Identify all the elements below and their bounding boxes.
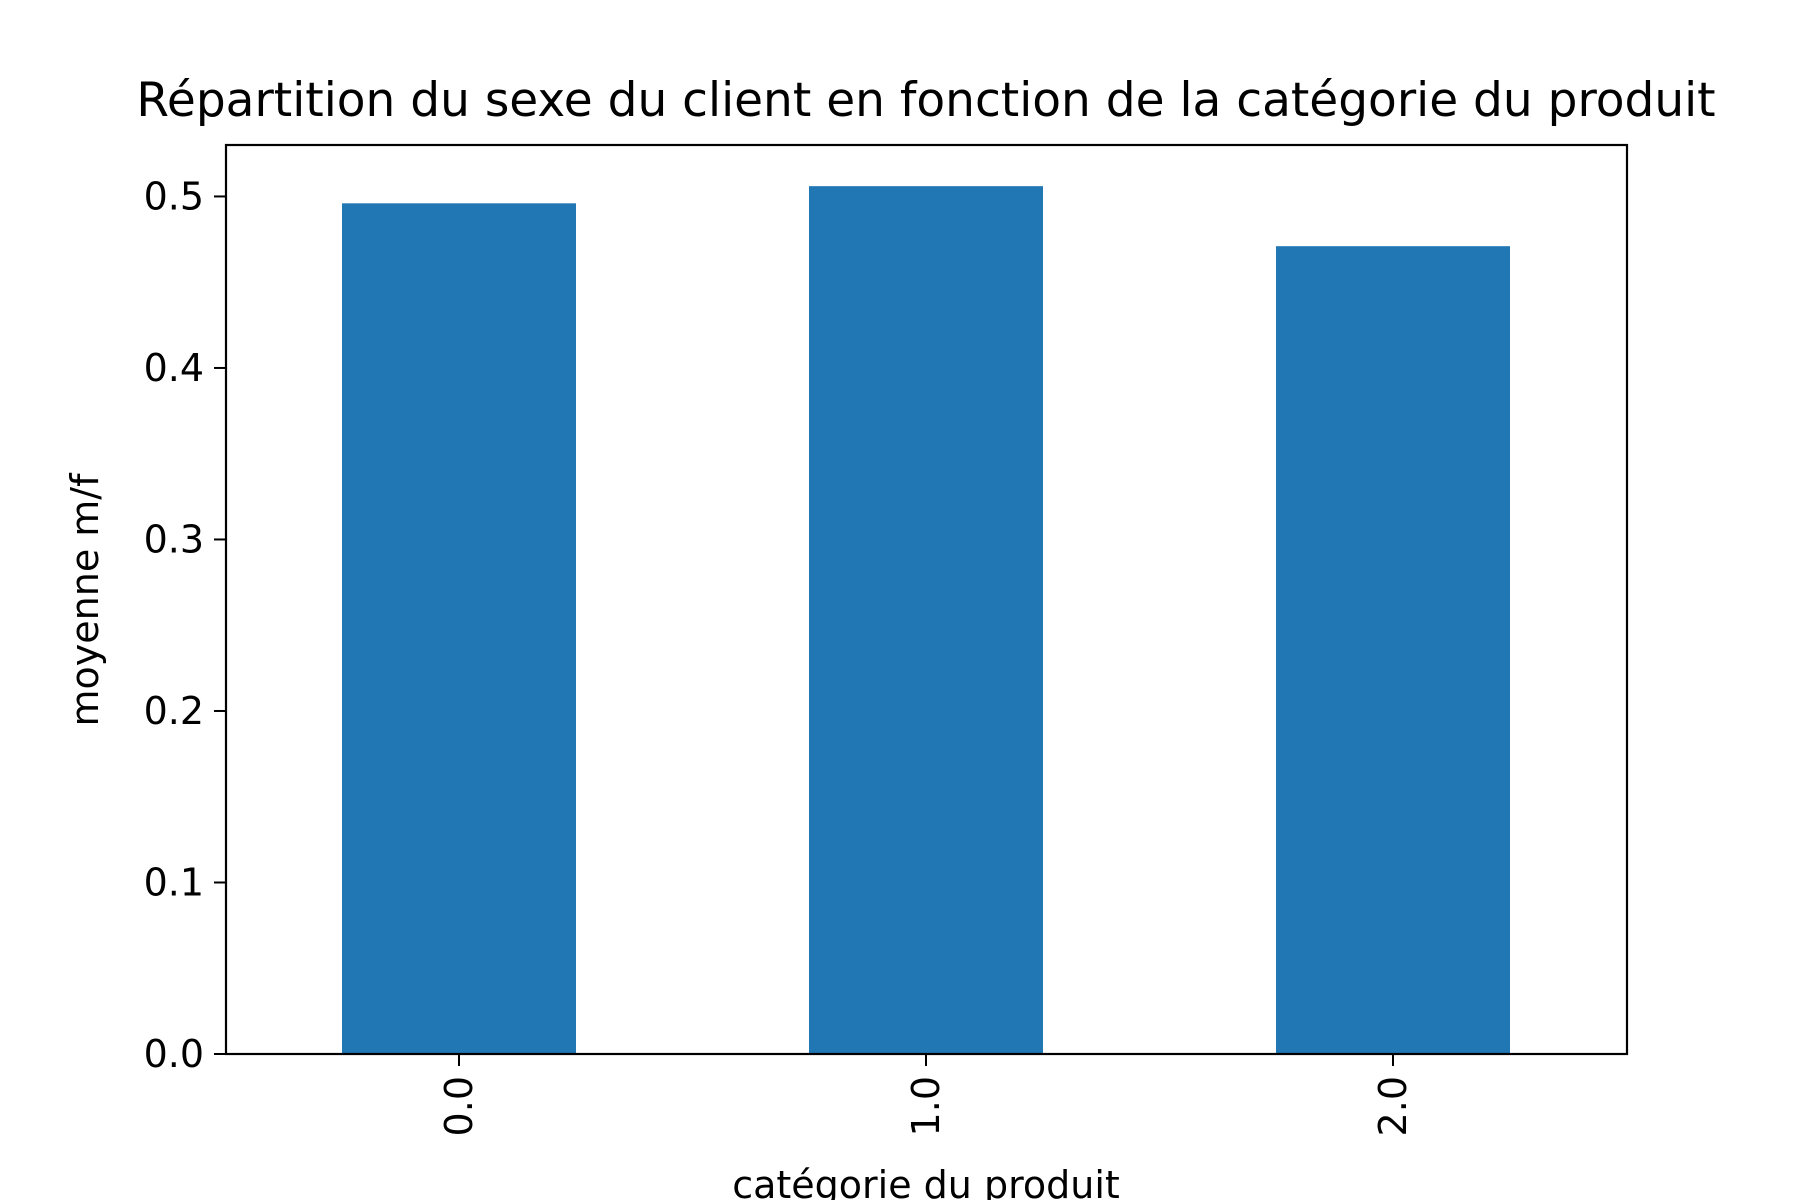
bar [1276, 246, 1510, 1055]
x-tick-label: 0.0 [437, 1076, 481, 1136]
y-tick-label: 0.0 [144, 1032, 204, 1076]
chart-title: Répartition du sexe du client en fonctio… [136, 73, 1715, 128]
x-axis: 0.0 1.0 2.0 [437, 1054, 1415, 1136]
y-tick-label: 0.3 [144, 517, 204, 561]
y-axis-label: moyenne m/f [63, 472, 107, 727]
y-tick-label: 0.1 [144, 860, 204, 904]
bar [342, 203, 576, 1054]
x-tick-label: 1.0 [904, 1076, 948, 1136]
x-axis-label: catégorie du produit [732, 1163, 1120, 1200]
y-axis: 0.0 0.1 0.2 0.3 0.4 0.5 [144, 174, 226, 1076]
plot-area [224, 143, 1629, 1056]
y-tick-label: 0.2 [144, 689, 204, 733]
y-tick-label: 0.5 [144, 174, 204, 218]
x-tick-label: 2.0 [1371, 1076, 1415, 1136]
bar [809, 186, 1043, 1055]
y-tick-label: 0.4 [144, 346, 204, 390]
